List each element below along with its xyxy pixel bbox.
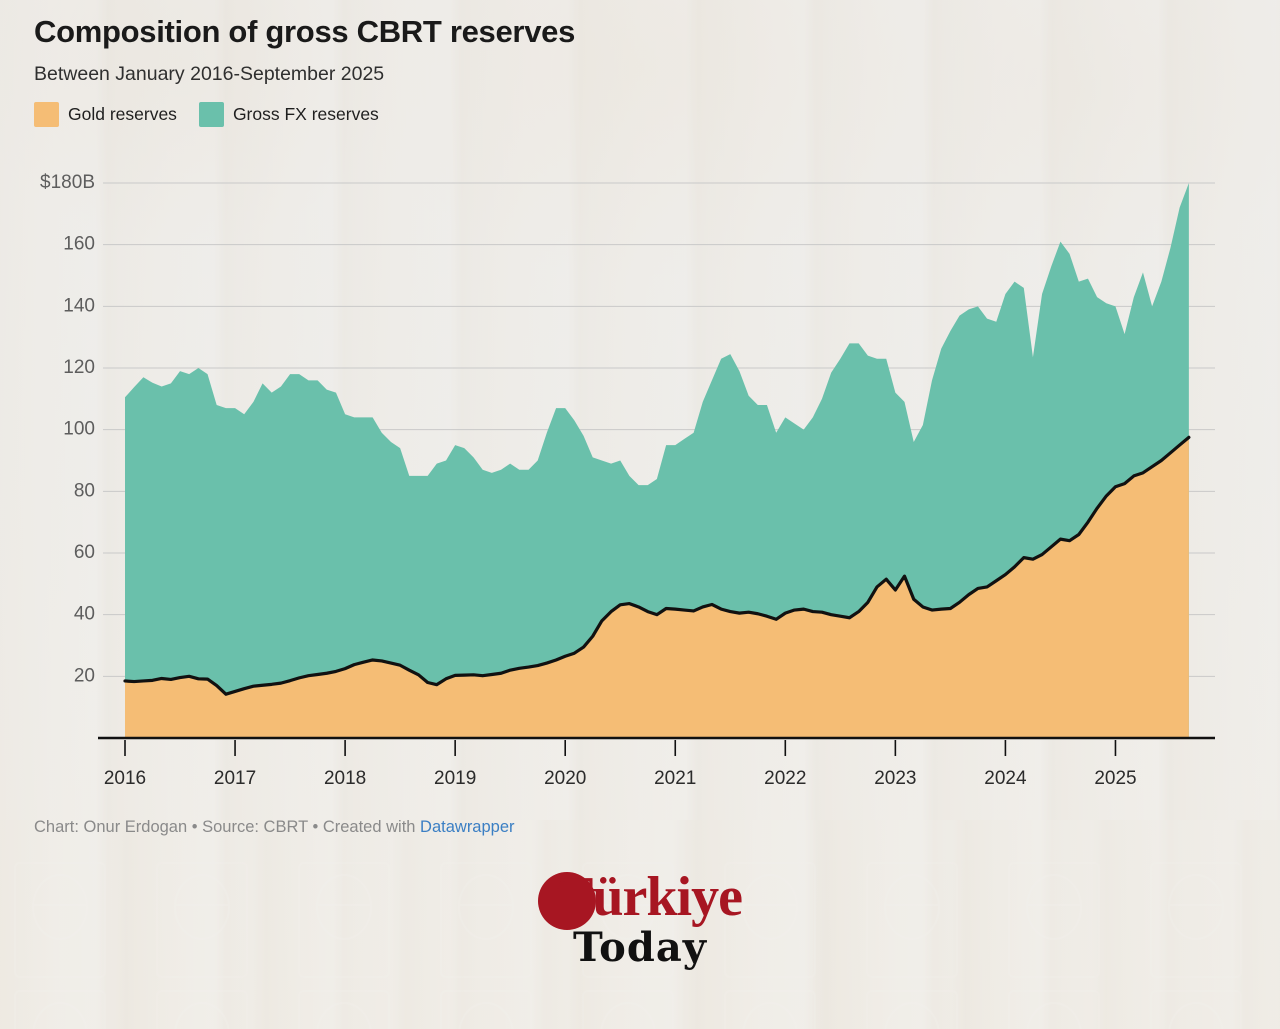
x-axis-tick-label: 2017 — [214, 768, 256, 789]
logo-circle-icon — [538, 872, 597, 930]
chart-header: Composition of gross CBRT reserves Betwe… — [34, 14, 1260, 127]
y-axis-tick-label: 80 — [74, 480, 95, 501]
datawrapper-link[interactable]: Datawrapper — [420, 818, 515, 836]
logo-wordmark-top: Türkiye — [538, 866, 743, 930]
legend-item-fx: Gross FX reserves — [198, 101, 379, 127]
y-axis-tick-label: 60 — [74, 542, 95, 563]
credit-text: Chart: Onur Erdogan • Source: CBRT • Cre… — [34, 818, 421, 836]
area-gross-fx-reserves — [125, 183, 1189, 738]
y-axis-tick-label: 20 — [74, 665, 95, 686]
logo-turkiye: Türkiye — [556, 866, 743, 928]
x-axis-tick-label: 2023 — [874, 768, 916, 789]
x-axis-tick-label: 2016 — [104, 768, 146, 789]
legend-swatch-gold-icon — [34, 101, 59, 127]
y-axis-tick-label: 140 — [63, 295, 95, 316]
legend-label-gold: Gold reserves — [68, 103, 177, 124]
stacked-area-chart: 20 40 60 80 100 120 140 160 $180B 2016 2017 2018 201… — [40, 172, 1215, 789]
x-axis-tick-label: 2022 — [764, 768, 806, 789]
brand-logo: Türkiye Today — [0, 868, 1280, 968]
x-axis-tick-label: 2018 — [324, 768, 366, 789]
area-gold-reserves — [125, 437, 1189, 738]
x-axis-tick-label: 2020 — [544, 768, 586, 789]
legend-item-gold: Gold reserves — [34, 101, 177, 127]
gold-reserves-boundary-line — [123, 435, 1191, 696]
legend-label-fx: Gross FX reserves — [232, 103, 379, 124]
x-axis-tick-label: 2021 — [654, 768, 696, 789]
x-axis-tick-label: 2025 — [1094, 768, 1136, 789]
y-axis-tick-label: 160 — [63, 234, 95, 255]
page-title: Composition of gross CBRT reserves — [34, 14, 576, 49]
legend-swatch-teal-icon — [198, 101, 224, 127]
chart-legend: Gold reserves Gross FX reserves — [34, 101, 1260, 127]
chart-plot-area: 20 40 60 80 100 120 140 160 $180B 2016 2017 2018 201… — [0, 168, 1280, 798]
chart-credit: Chart: Onur Erdogan • Source: CBRT • Cre… — [34, 818, 515, 837]
y-axis-tick-label: 120 — [63, 357, 95, 378]
page-subtitle: Between January 2016-September 2025 — [34, 62, 385, 85]
x-axis-tick-label: 2019 — [434, 768, 476, 789]
logo-today: Today — [573, 924, 707, 971]
y-axis-tick-label: $180B — [40, 172, 95, 193]
y-axis-tick-label: 40 — [74, 604, 95, 625]
y-axis-tick-label: 100 — [63, 419, 95, 440]
x-axis-tick-label: 2024 — [984, 768, 1027, 789]
